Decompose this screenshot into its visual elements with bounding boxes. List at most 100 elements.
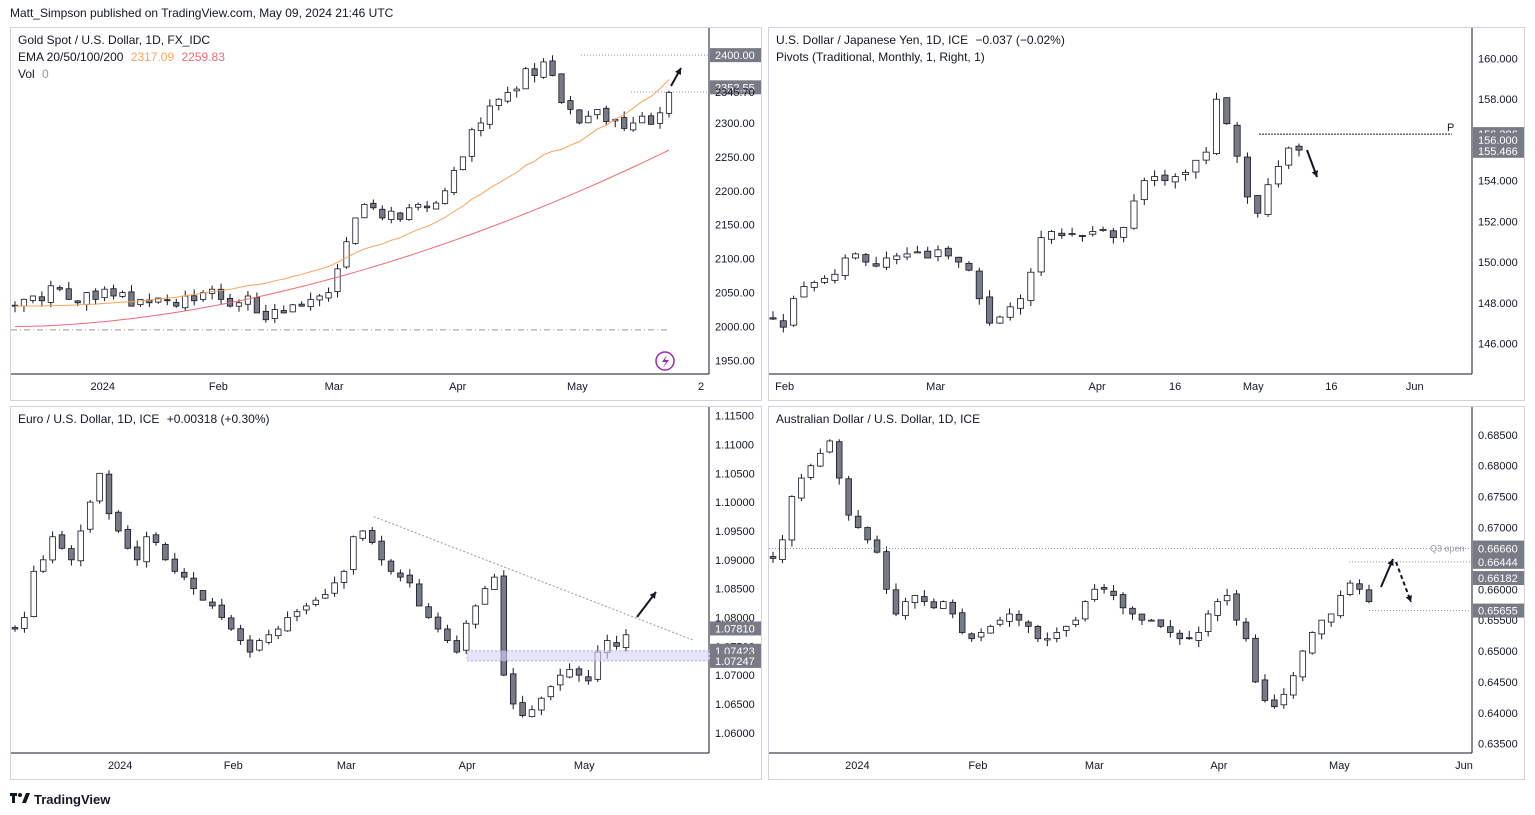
candle-body [538,697,545,711]
candle-body [854,515,862,528]
candle-body [444,628,451,641]
candle-body [1274,165,1282,185]
candle-body [1243,156,1251,198]
candle-body [388,210,395,220]
price-label-box [710,48,761,63]
chart-svg-eurusd: 1.060001.065001.070001.075001.080001.085… [11,407,761,772]
candle-body [209,601,216,607]
x-tick-label: Feb [968,760,987,772]
candle-body [340,570,348,583]
y-tick-label: 148.000 [1478,298,1518,310]
chart-svg-gold: 1950.00 2000.00 2050.00 2100.00 2150.00 2200.… [11,28,761,393]
price-label-text: 2352.55 [715,82,755,94]
lightning-icon-bolt [662,355,669,368]
legend-title: Australian Dollar / U.S. Dollar, 1D, ICE [776,411,980,428]
candle-body [1157,619,1165,627]
candle-body [450,170,458,193]
candle-body [1099,229,1107,231]
candle-body [1138,613,1146,621]
candle-body [237,628,244,641]
candle-body [519,702,526,716]
y-tick-label: 1.09000 [715,555,755,567]
candle-body [105,473,113,515]
x-tick-label: Mar [337,760,356,772]
candle-body [425,606,432,618]
series-change: −0.037 (−0.02%) [975,33,1065,47]
candle-body [613,642,620,647]
candle-body [298,303,305,307]
y-tick-label: 1.10000 [715,497,755,509]
price-label-box [1473,554,1524,569]
price-label-text: 0.66444 [1478,557,1518,569]
chart-panel-usdjpy[interactable]: 146.000148.000150.000152.000154.000156.0… [768,27,1525,401]
x-tick-label: Mar [926,381,945,393]
candle-body [1053,632,1061,639]
legend-pivots: Pivots (Traditional, Monthly, 1, Right, … [776,49,1065,66]
candle-body [256,640,263,651]
candle-body [415,583,423,607]
chart-panel-gold[interactable]: 1950.00 2000.00 2050.00 2100.00 2150.00 2200.… [10,27,762,401]
candle-body [790,298,798,326]
candle-body [119,292,126,297]
candle-body [987,625,994,634]
y-tick-label: 2200.00 [715,186,755,198]
candle-body [817,452,824,467]
candle-body [77,530,85,562]
candle-body [934,249,942,257]
price-label-box [1473,571,1524,586]
y-tick-label: 1.06000 [715,728,755,740]
candle-body [334,268,341,293]
series-title: Gold Spot / U.S. Dollar, 1D, FX_IDC [18,33,211,47]
candle-body [622,634,630,648]
candle-body [996,619,1004,625]
candle-body [101,288,108,299]
candle-body [547,686,555,698]
candle-body [155,297,162,303]
series-title: Euro / U.S. Dollar, 1D, ICE [18,412,160,426]
candle-body [173,301,180,307]
candle-body [74,300,81,304]
candle-body [1295,145,1303,151]
footer-brand[interactable]: TradingView [10,791,110,807]
candle-body [293,611,301,617]
y-tick-label: 2050.00 [715,288,755,300]
x-tick-label: Apr [459,760,476,772]
candle-body [1182,172,1190,175]
x-tick-label: Mar [325,381,344,393]
resistance-trendline [373,516,695,642]
x-tick-label: May [574,760,595,772]
y-tick-label: 1.11500 [715,411,754,423]
candle-body [826,440,833,453]
x-tick-label: Apr [1089,381,1106,393]
legend-title: Euro / U.S. Dollar, 1D, ICE +0.00318 (+0… [18,411,269,428]
candle-body [566,668,573,678]
candle-body [841,257,849,276]
price-label-box [710,80,761,95]
candle-body [630,122,637,131]
series-change: +0.00318 (+0.30%) [166,412,270,426]
legend-vol: Vol 0 [18,66,225,83]
support-zone [466,650,710,662]
price-label-text: 1.07810 [715,623,755,635]
candle-body [253,297,260,314]
chart-panel-eurusd[interactable]: 1.060001.065001.070001.075001.080001.085… [10,406,762,780]
candle-body [92,290,99,300]
candle-body [779,320,787,328]
candle-body [968,633,975,640]
candle-body [1346,582,1354,595]
candle-body [575,668,583,676]
candle-body [800,286,808,298]
y-tick-label: 1.11000 [715,439,754,451]
candle-body [352,217,359,244]
candle-body [217,288,225,300]
price-label-box [710,653,761,668]
candle-body [513,88,520,92]
candle-body [406,574,414,584]
y-tick-label: 158.000 [1478,94,1518,106]
candle-body [262,310,269,321]
chart-svg-audusd: 0.63500 0.64000 0.64500 0.65000 0.65500 0.660… [769,407,1524,772]
chart-panel-audusd[interactable]: 0.63500 0.64000 0.64500 0.65000 0.65500 0.660… [768,406,1525,780]
candle-body [509,673,517,705]
candles-group [11,55,673,324]
y-tick-label: 146.000 [1478,338,1518,350]
